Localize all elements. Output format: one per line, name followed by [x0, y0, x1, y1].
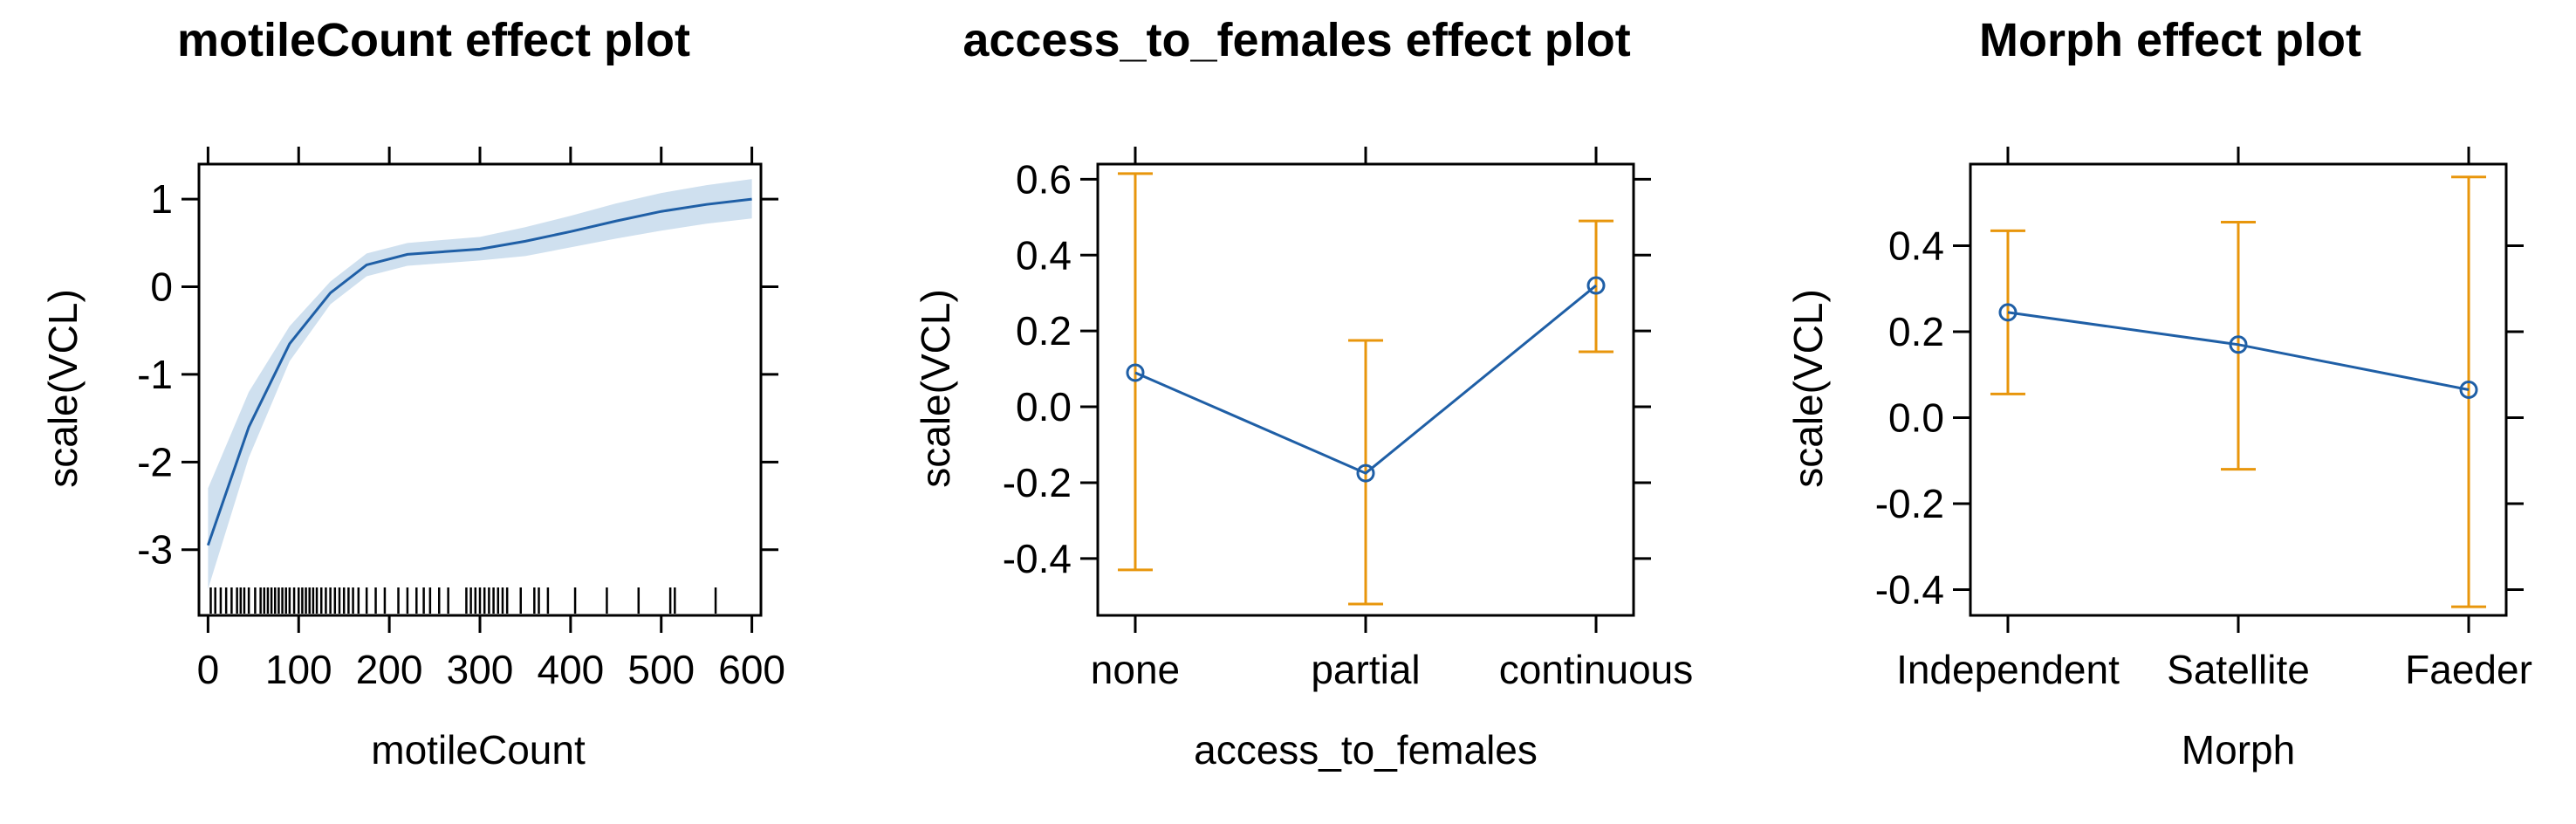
y-axis-title: scale(VCL): [1785, 289, 1831, 488]
x-tick-label: 500: [627, 647, 695, 692]
panel-morph: Morph effect plot Morph scale(VCL) Indep…: [1785, 14, 2532, 772]
y-tick-label: -0.4: [1003, 536, 1072, 581]
x-tick-label: Satellite: [2167, 647, 2310, 692]
y-axis-title: scale(VCL): [40, 289, 86, 488]
y-tick-label: 0.2: [1888, 309, 1944, 354]
y-tick-label: -0.2: [1003, 460, 1072, 505]
plot-area: none partial continuous -0.4 -0.2 0.0 0.2 0.4 0.…: [1003, 147, 1694, 692]
y-tick-label: 0.2: [1016, 308, 1072, 354]
x-tick-label: 200: [356, 647, 423, 692]
plot-frame: [197, 162, 763, 617]
x-axis-title: access_to_females: [1194, 727, 1538, 772]
effect-line: [1134, 284, 1597, 475]
chart-title: Morph effect plot: [1979, 14, 2361, 66]
y-tick-label: -3: [137, 527, 173, 573]
chart-title: access_to_females effect plot: [963, 14, 1630, 66]
y-tick-label: 0.4: [1888, 223, 1944, 269]
y-tick-label: 0.6: [1016, 156, 1072, 202]
data-point: [1356, 464, 1375, 483]
y-tick-label: 0: [150, 264, 173, 310]
x-tick-label: none: [1091, 647, 1180, 692]
x-tick-label: 300: [447, 647, 514, 692]
y-tick-label: 0.4: [1016, 232, 1072, 278]
data-point: [1586, 276, 1606, 295]
x-tick-label: 100: [265, 647, 332, 692]
data-point: [1998, 303, 2018, 322]
y-tick-label: -1: [137, 352, 173, 397]
y-axis-title: scale(VCL): [913, 289, 958, 488]
x-tick-label: partial: [1311, 647, 1420, 692]
confidence-band: [208, 179, 752, 589]
x-axis-title: motileCount: [371, 727, 586, 772]
panel-access-to-females: access_to_females effect plot access_to_…: [913, 14, 1693, 772]
data-point: [2459, 381, 2478, 399]
y-tick-label: 0.0: [1888, 395, 1944, 441]
x-tick-label: continuous: [1499, 647, 1694, 692]
effect-line: [206, 197, 752, 546]
y-tick-label: 0.0: [1016, 384, 1072, 429]
plot-area: Independent Satellite Faeder -0.4 -0.2 0.0 0.2…: [1875, 147, 2532, 692]
x-tick-label: 0: [197, 647, 220, 692]
plot-area: 0 100 200 300 400 500 600 -3 -2 -1 0 1: [137, 147, 785, 692]
x-tick-label: 600: [718, 647, 785, 692]
data-point: [2229, 335, 2248, 354]
effect-line: [2007, 311, 2470, 391]
x-tick-label: 400: [537, 647, 604, 692]
y-tick-label: -2: [137, 439, 173, 484]
y-tick-label: -0.2: [1875, 481, 1944, 526]
chart-title: motileCount effect plot: [177, 14, 690, 66]
panel-motilecount: motileCount effect plot motileCount scal…: [40, 14, 785, 772]
x-axis-title: Morph: [2182, 727, 2295, 772]
x-tick-label: Independent: [1896, 647, 2120, 692]
data-point: [1126, 363, 1145, 382]
y-tick-label: 1: [150, 176, 173, 222]
y-tick-label: -0.4: [1875, 566, 1944, 612]
x-tick-label: Faeder: [2405, 647, 2532, 692]
